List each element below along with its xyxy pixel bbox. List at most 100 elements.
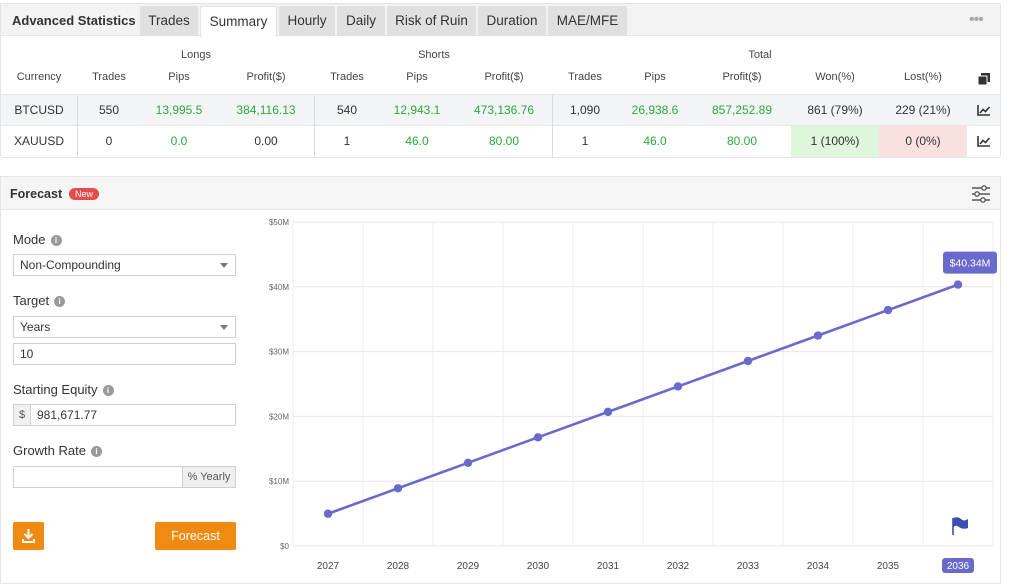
cell-shorts-pips: 46.0	[405, 134, 429, 148]
cell-lost: 229 (21%)	[895, 103, 951, 117]
cell-shorts-pips: 12,943.1	[393, 103, 441, 117]
col-header-longs-profit: Profit($)	[246, 71, 286, 83]
download-icon	[22, 529, 35, 543]
mode-label: Mode i	[13, 232, 62, 247]
cell-longs-pips: 13,995.5	[155, 103, 203, 117]
value-tooltip	[943, 251, 997, 274]
advanced-statistics-panel: Advanced Statistics Trades Summary Hourl…	[0, 3, 1001, 158]
tab-hourly[interactable]: Hourly	[279, 6, 335, 36]
cell-won: 861 (79%)	[807, 103, 863, 117]
y-tick-label: $0	[280, 542, 289, 551]
info-icon[interactable]: i	[102, 385, 114, 396]
data-point	[673, 382, 683, 391]
data-point	[463, 458, 473, 467]
data-point	[953, 280, 963, 289]
mode-select-value: Non-Compounding	[20, 258, 121, 272]
col-header-total-trades: Trades	[568, 71, 602, 83]
growth-rate-label: Growth Rate i	[13, 443, 102, 458]
table-row: XAUUSD 0 0.0 0.00 1 46.0 80.00 1 46.0 80…	[1, 126, 1000, 158]
data-point	[393, 484, 403, 493]
group-header-shorts: Shorts	[418, 49, 450, 61]
cell-shorts-profit: 473,136.76	[473, 103, 535, 117]
value-tooltip-label: $40.34M	[950, 258, 991, 270]
group-header-total: Total	[748, 49, 772, 61]
forecast-line-chart: $0 $10M $20M $30M $40M $50M 2027 2028 2029 2030 20…	[269, 218, 997, 573]
table-row: BTCUSD 550 13,995.5 384,116.13 540 12,94…	[1, 94, 1000, 126]
data-point	[533, 433, 543, 442]
tab-daily[interactable]: Daily	[337, 6, 385, 36]
cell-total-profit: 857,252.89	[711, 103, 773, 117]
x-tick-label: 2033	[737, 561, 760, 572]
col-header-total-profit: Profit($)	[722, 71, 762, 83]
data-point	[813, 331, 823, 340]
stats-panel-title: Advanced Statistics	[12, 13, 136, 28]
col-header-currency: Currency	[16, 71, 62, 83]
tab-trades[interactable]: Trades	[140, 6, 198, 36]
info-icon[interactable]: i	[90, 446, 102, 457]
stats-tab-bar: Advanced Statistics Trades Summary Hourl…	[1, 4, 1000, 37]
col-header-total-pips: Pips	[644, 71, 666, 83]
target-label-text: Target	[13, 293, 50, 308]
info-icon[interactable]: i	[50, 235, 62, 246]
cell-shorts-trades: 1	[343, 134, 351, 148]
info-icon[interactable]: i	[54, 296, 66, 307]
cell-total-trades: 1,090	[569, 103, 601, 117]
x-tick-label: 2034	[807, 561, 830, 572]
new-badge: New	[69, 188, 100, 200]
group-header-longs: Longs	[181, 49, 211, 61]
cell-longs-profit: 384,116.13	[236, 103, 296, 117]
starting-equity-label-text: Starting Equity	[13, 382, 98, 397]
col-header-won: Won(%)	[815, 71, 855, 83]
starting-equity-label: Starting Equity i	[13, 382, 114, 397]
x-tick-label: 2035	[877, 561, 900, 572]
y-tick-label: $40M	[269, 283, 289, 292]
forecast-panel: Forecast New Mode i Non-Compounding Targe…	[0, 176, 1001, 584]
series-line	[327, 283, 959, 515]
target-years-input[interactable]: 10	[13, 343, 236, 365]
cell-lost: 0 (0%)	[879, 126, 967, 157]
tab-duration[interactable]: Duration	[478, 6, 546, 36]
download-button[interactable]	[13, 522, 44, 550]
mode-select[interactable]: Non-Compounding	[13, 254, 236, 276]
col-header-longs-pips: Pips	[168, 71, 190, 83]
forecast-button[interactable]: Forecast	[155, 522, 236, 550]
cell-longs-pips: 0.0	[170, 134, 188, 148]
data-point	[883, 305, 893, 315]
x-tick-highlight	[942, 558, 974, 573]
x-tick-label: 2028	[387, 561, 410, 572]
target-select[interactable]: Years	[13, 316, 236, 338]
col-header-shorts-pips: Pips	[406, 71, 428, 83]
tab-summary[interactable]: Summary	[200, 6, 277, 37]
cell-longs-profit: 0.00	[254, 134, 278, 148]
x-tick-label: 2027	[317, 561, 340, 572]
cell-currency: XAUUSD	[13, 134, 64, 148]
chart-icon[interactable]	[977, 105, 991, 116]
target-label: Target i	[13, 293, 66, 308]
x-tick-label: 2031	[597, 561, 620, 572]
cell-total-pips: 46.0	[643, 134, 667, 148]
copy-icon[interactable]	[978, 73, 990, 85]
x-tick-label: 2036	[947, 561, 970, 572]
col-header-longs-trades: Trades	[92, 71, 126, 83]
tab-risk-of-ruin[interactable]: Risk of Ruin	[387, 6, 476, 36]
flag-icon	[953, 517, 968, 529]
cell-longs-trades: 0	[105, 134, 113, 148]
col-header-lost: Lost(%)	[904, 71, 942, 83]
chevron-down-icon	[220, 263, 228, 268]
y-tick-label: $20M	[269, 412, 289, 421]
tab-mae-mfe[interactable]: MAE/MFE	[548, 6, 627, 36]
cell-won: 1 (100%)	[791, 126, 879, 157]
cell-shorts-trades: 540	[336, 103, 358, 117]
y-tick-label: $50M	[269, 218, 289, 227]
y-tick-label: $30M	[269, 348, 289, 357]
more-options-icon[interactable]: •••	[969, 11, 984, 28]
x-tick-label: 2032	[667, 561, 690, 572]
forecast-header: Forecast New	[1, 177, 1000, 210]
chevron-down-icon	[220, 325, 228, 330]
cell-total-trades: 1	[581, 134, 589, 148]
chart-icon[interactable]	[977, 136, 991, 147]
starting-equity-input[interactable]: 981,671.77	[30, 404, 236, 426]
sliders-settings-icon[interactable]	[971, 185, 991, 203]
data-point	[743, 356, 753, 366]
y-tick-label: $10M	[269, 477, 289, 486]
